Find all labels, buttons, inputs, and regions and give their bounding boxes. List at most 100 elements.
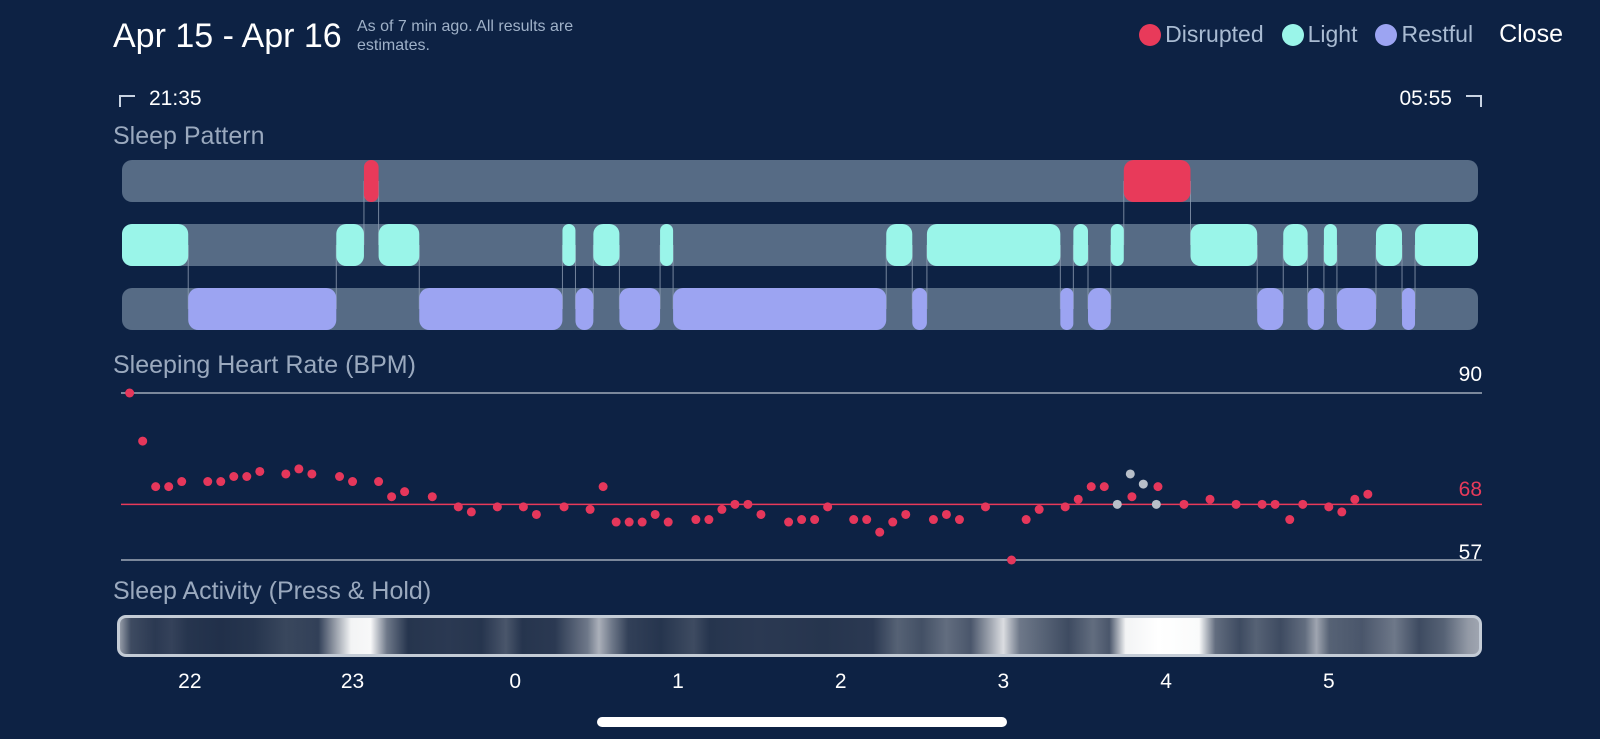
hr-point <box>559 502 569 512</box>
light-segment <box>1283 224 1308 266</box>
axis-tick-label: 2 <box>834 670 847 693</box>
hr-point-estimated <box>1112 499 1122 509</box>
hr-point <box>348 477 358 487</box>
axis-tick-label: 5 <box>1322 670 1335 693</box>
restful-segment <box>188 288 337 330</box>
axis-tick-label: 4 <box>1160 670 1172 693</box>
hr-point <box>1337 507 1347 517</box>
hr-point <box>1007 555 1017 565</box>
hr-point <box>453 502 463 512</box>
light-segment <box>1323 224 1337 266</box>
start-time-label: 21:35 <box>149 87 202 110</box>
hr-point <box>875 527 885 537</box>
hr-point <box>717 504 727 514</box>
axis-tick-label: 1 <box>672 670 684 693</box>
hr-point <box>518 502 528 512</box>
light-segment <box>562 224 576 266</box>
hr-min-label: 57 <box>1458 541 1482 564</box>
legend-label: Restful <box>1401 21 1474 47</box>
hr-point <box>1086 482 1096 492</box>
light-segment <box>1190 224 1258 266</box>
hr-point <box>901 509 911 519</box>
estimate-note: As of 7 min ago. All results are estimat… <box>357 18 574 54</box>
hr-point <box>1298 499 1308 509</box>
light-dot-icon <box>1281 23 1304 46</box>
hr-point <box>151 482 161 492</box>
hr-avg-label: 68 <box>1458 478 1482 501</box>
hr-point <box>1231 499 1241 509</box>
restful-segment <box>673 288 887 330</box>
hr-point <box>1021 515 1031 525</box>
legend-item-light: Light <box>1281 21 1358 48</box>
hr-point <box>307 469 317 479</box>
restful-segment <box>619 288 661 330</box>
hr-point <box>492 502 502 512</box>
hr-point <box>743 499 753 509</box>
hr-point <box>624 517 634 527</box>
page-title: Apr 15 - Apr 16 <box>113 17 342 55</box>
close-button[interactable]: Close <box>1499 20 1563 48</box>
light-segment <box>886 224 913 266</box>
end-time-label: 05:55 <box>1399 87 1452 110</box>
restful-segment <box>1087 288 1111 330</box>
legend-item-disrupted: Disrupted <box>1139 21 1264 48</box>
hr-point-estimated <box>1138 479 1148 489</box>
hr-point <box>1350 494 1360 504</box>
hr-point <box>637 517 647 527</box>
light-segment <box>593 224 620 266</box>
hr-max-label: 90 <box>1458 363 1482 386</box>
hr-point <box>281 469 291 479</box>
hr-point <box>730 499 740 509</box>
restful-segment <box>1060 288 1074 330</box>
sleep-pattern-title: Sleep Pattern <box>113 122 265 150</box>
hr-point <box>1285 515 1295 525</box>
sleep-start-time: 21:35 <box>119 86 202 112</box>
legend-label: Disrupted <box>1165 21 1264 47</box>
legend-item-restful: Restful <box>1375 21 1473 48</box>
sleep-activity-title: Sleep Activity (Press & Hold) <box>113 577 432 605</box>
hr-point <box>1099 482 1109 492</box>
restful-segment <box>1402 288 1416 330</box>
hr-point <box>1363 489 1373 499</box>
hr-point <box>928 515 938 525</box>
start-bracket-icon <box>119 95 135 107</box>
hr-point <box>650 509 660 519</box>
hr-point <box>229 472 239 481</box>
hr-point <box>466 507 476 517</box>
home-indicator[interactable] <box>597 717 1007 727</box>
hr-point <box>1270 499 1280 509</box>
sleep-end-time: 05:55 <box>1399 86 1482 112</box>
hr-point <box>888 517 898 527</box>
legend-label: Light <box>1307 21 1358 47</box>
hr-point <box>1127 492 1137 502</box>
hr-point <box>427 492 437 502</box>
hr-point <box>1073 494 1083 504</box>
hr-point <box>531 509 541 519</box>
hr-point <box>216 477 226 487</box>
light-segment <box>1110 224 1124 266</box>
restful-dot-icon <box>1375 23 1398 46</box>
hr-point <box>756 509 766 519</box>
hr-point <box>663 517 673 527</box>
restful-segment <box>419 288 563 330</box>
hr-point <box>1205 494 1215 504</box>
hr-point <box>335 472 345 481</box>
hr-point <box>611 517 621 527</box>
restful-segment <box>1307 288 1324 330</box>
hr-point <box>1179 499 1189 509</box>
hr-point <box>294 464 304 474</box>
hr-point <box>138 436 148 446</box>
light-segment <box>1073 224 1088 266</box>
sleep-activity-bar[interactable] <box>117 615 1482 657</box>
heart-rate-chart <box>121 388 1482 565</box>
hr-point <box>177 477 187 487</box>
restful-segment <box>1257 288 1284 330</box>
light-segment <box>122 224 189 266</box>
hr-point <box>203 477 213 487</box>
sleep-pattern-chart <box>122 160 1478 330</box>
hr-point <box>164 482 174 492</box>
disrupted-dot-icon <box>1139 23 1162 46</box>
hr-point <box>374 477 384 487</box>
light-segment <box>336 224 364 266</box>
hr-point <box>1034 504 1044 514</box>
